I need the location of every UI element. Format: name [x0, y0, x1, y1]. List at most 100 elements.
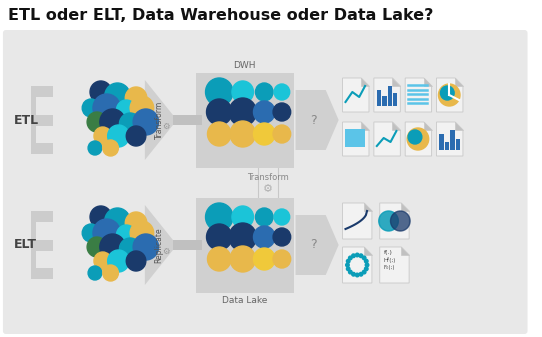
Circle shape	[230, 246, 255, 272]
Polygon shape	[374, 78, 401, 112]
Circle shape	[255, 83, 273, 101]
Polygon shape	[436, 122, 463, 156]
Circle shape	[125, 212, 147, 234]
Circle shape	[108, 250, 129, 272]
Circle shape	[130, 221, 154, 245]
Circle shape	[356, 253, 359, 257]
Circle shape	[117, 100, 136, 120]
Circle shape	[119, 113, 141, 135]
FancyBboxPatch shape	[450, 130, 455, 150]
Text: ⚙: ⚙	[163, 246, 170, 255]
Circle shape	[365, 259, 368, 263]
Circle shape	[407, 128, 429, 150]
Text: Data Lake: Data Lake	[222, 296, 267, 305]
Circle shape	[82, 224, 100, 242]
Polygon shape	[343, 78, 369, 112]
Circle shape	[273, 250, 291, 268]
FancyBboxPatch shape	[388, 86, 392, 106]
Circle shape	[88, 141, 102, 155]
Circle shape	[125, 87, 147, 109]
Circle shape	[274, 209, 290, 225]
Polygon shape	[173, 115, 202, 125]
FancyBboxPatch shape	[456, 139, 460, 150]
FancyBboxPatch shape	[31, 240, 53, 250]
FancyBboxPatch shape	[31, 211, 53, 222]
Circle shape	[408, 130, 422, 144]
Text: ⚙: ⚙	[163, 122, 170, 130]
Circle shape	[359, 272, 363, 276]
Polygon shape	[295, 215, 339, 275]
Circle shape	[229, 98, 256, 126]
Circle shape	[90, 206, 112, 228]
Polygon shape	[343, 122, 369, 156]
Polygon shape	[436, 78, 463, 112]
Circle shape	[359, 254, 363, 257]
Text: ?: ?	[310, 239, 317, 251]
Circle shape	[356, 273, 359, 277]
Polygon shape	[455, 78, 463, 86]
Polygon shape	[364, 247, 372, 255]
FancyBboxPatch shape	[445, 142, 449, 150]
Circle shape	[230, 121, 255, 147]
Circle shape	[100, 109, 125, 135]
Circle shape	[438, 84, 460, 106]
FancyBboxPatch shape	[377, 90, 381, 106]
FancyBboxPatch shape	[31, 115, 53, 125]
Polygon shape	[455, 122, 463, 130]
FancyBboxPatch shape	[345, 129, 365, 147]
Polygon shape	[343, 247, 372, 283]
Circle shape	[133, 109, 159, 135]
Circle shape	[87, 237, 107, 257]
Polygon shape	[374, 122, 401, 156]
FancyBboxPatch shape	[196, 198, 294, 293]
Polygon shape	[405, 122, 431, 156]
Polygon shape	[145, 80, 173, 160]
Polygon shape	[173, 240, 202, 250]
Text: DWH: DWH	[234, 61, 256, 70]
Circle shape	[205, 78, 233, 106]
FancyBboxPatch shape	[196, 73, 294, 168]
Circle shape	[82, 99, 100, 117]
Circle shape	[254, 248, 275, 270]
Circle shape	[349, 256, 352, 260]
Circle shape	[100, 234, 125, 260]
Circle shape	[346, 267, 350, 271]
FancyBboxPatch shape	[31, 86, 53, 97]
Circle shape	[273, 125, 291, 143]
Polygon shape	[401, 203, 409, 211]
Polygon shape	[364, 203, 372, 211]
Polygon shape	[392, 78, 401, 86]
FancyBboxPatch shape	[31, 143, 53, 154]
Circle shape	[103, 140, 119, 156]
Circle shape	[352, 272, 355, 276]
Circle shape	[274, 84, 290, 100]
Polygon shape	[361, 78, 369, 86]
Circle shape	[119, 238, 141, 260]
Polygon shape	[361, 122, 369, 130]
FancyBboxPatch shape	[31, 211, 36, 279]
Circle shape	[126, 251, 146, 271]
Polygon shape	[295, 90, 339, 150]
Circle shape	[254, 101, 275, 123]
Circle shape	[105, 208, 130, 234]
Circle shape	[208, 122, 231, 146]
Text: F₀(;): F₀(;)	[384, 265, 395, 270]
Circle shape	[94, 127, 112, 145]
Polygon shape	[424, 78, 431, 86]
Polygon shape	[401, 247, 409, 255]
Circle shape	[133, 234, 159, 260]
Circle shape	[117, 225, 136, 245]
FancyBboxPatch shape	[440, 134, 444, 150]
Text: ETL: ETL	[14, 114, 39, 126]
Polygon shape	[424, 122, 431, 130]
FancyBboxPatch shape	[31, 86, 36, 154]
FancyBboxPatch shape	[3, 30, 527, 334]
Circle shape	[232, 206, 254, 228]
Circle shape	[93, 219, 120, 247]
Text: Transform: Transform	[154, 101, 164, 139]
Circle shape	[363, 270, 366, 274]
FancyBboxPatch shape	[393, 93, 397, 106]
Circle shape	[105, 83, 130, 109]
Circle shape	[441, 86, 454, 100]
Circle shape	[349, 270, 352, 274]
